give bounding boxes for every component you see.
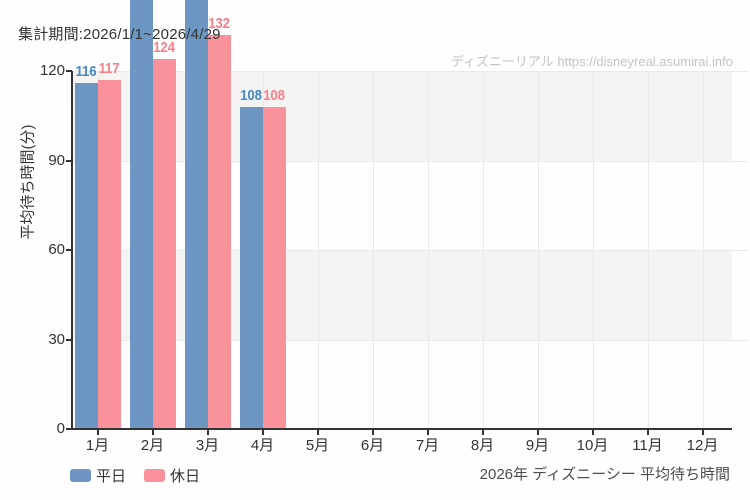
y-tick-label-0: 0 — [56, 420, 65, 437]
y-tick — [66, 249, 72, 251]
x-tick — [151, 429, 154, 435]
legend-label-weekday: 平日 — [96, 468, 127, 485]
chart-title: 集計期間:2026/1/1~2026/4/29 — [18, 26, 221, 43]
x-tick-label-9: 9月 — [525, 437, 550, 454]
x-tick-label-11: 11月 — [632, 437, 663, 454]
bar-label-weekday-4: 108 — [240, 86, 262, 104]
bar-holiday-2[interactable] — [152, 59, 176, 428]
y-tick-label-30: 30 — [48, 330, 65, 348]
bar-label-holiday-1: 117 — [98, 59, 120, 77]
y-tick-label-60: 60 — [48, 241, 65, 258]
gridline-vertical — [372, 71, 374, 429]
bar-weekday-2[interactable] — [129, 0, 153, 428]
x-axis-line — [71, 428, 732, 430]
bar-holiday-1[interactable] — [97, 79, 121, 428]
gridline-vertical — [482, 71, 484, 429]
legend-item-weekday[interactable]: 平日 — [70, 465, 126, 486]
gridline-horizontal — [72, 160, 748, 162]
gridline-horizontal — [72, 339, 748, 341]
footer-caption: 2026年 ディズニーシー 平均待ち時間 — [479, 466, 730, 483]
x-tick — [646, 429, 649, 435]
x-tick — [701, 429, 704, 435]
legend-swatch-weekday — [70, 469, 91, 482]
bar-label-holiday-2: 124 — [153, 39, 175, 57]
x-tick — [591, 429, 594, 435]
x-tick — [261, 429, 264, 435]
x-tick-label-2: 2月 — [140, 437, 165, 454]
plot-band-gray — [72, 250, 732, 340]
gridline-horizontal — [72, 71, 748, 72]
y-tick-label-90: 90 — [48, 151, 65, 169]
x-tick — [206, 429, 209, 435]
legend: 平日 休日 — [70, 465, 200, 486]
plot-band-gray — [72, 71, 732, 161]
x-tick-label-3: 3月 — [195, 437, 220, 454]
x-tick-label-8: 8月 — [470, 437, 495, 454]
y-tick — [66, 159, 72, 162]
x-tick-label-4: 4月 — [250, 437, 275, 454]
bar-label-holiday-4: 108 — [263, 86, 285, 104]
y-tick — [66, 428, 72, 430]
legend-swatch-holiday — [144, 469, 166, 482]
x-tick — [96, 429, 99, 435]
bar-weekday-4[interactable] — [239, 106, 263, 428]
x-tick — [371, 429, 374, 435]
gridline-vertical — [592, 71, 594, 429]
x-tick — [316, 429, 319, 435]
x-tick — [536, 429, 539, 435]
x-tick-label-5: 5月 — [305, 437, 330, 454]
bar-weekday-1[interactable] — [74, 82, 98, 428]
bar-weekday-3[interactable] — [184, 0, 208, 428]
y-tick-label-120: 120 — [39, 62, 65, 79]
y-axis-line — [71, 71, 73, 429]
y-axis-title: 平均待ち時間(分) — [19, 124, 37, 240]
x-tick — [426, 429, 429, 435]
legend-label-holiday: 休日 — [170, 468, 201, 485]
gridline-vertical — [317, 71, 319, 429]
y-tick — [66, 70, 72, 72]
gridline-vertical — [537, 71, 539, 429]
y-tick — [66, 338, 72, 341]
gridline-horizontal — [72, 250, 748, 251]
x-tick-label-12: 12月 — [686, 437, 719, 454]
bar-label-weekday-1: 116 — [75, 62, 97, 80]
gridline-vertical — [427, 71, 429, 429]
bar-label-holiday-3: 132 — [208, 15, 230, 33]
x-tick-label-1: 1月 — [85, 437, 110, 454]
x-tick-label-7: 7月 — [415, 437, 440, 454]
watermark-text: ディズニーリアル https://disneyreal.asumirai.inf… — [450, 54, 733, 69]
legend-item-holiday[interactable]: 休日 — [144, 465, 200, 486]
gridline-vertical — [647, 71, 649, 429]
bar-holiday-4[interactable] — [262, 106, 286, 428]
x-tick-label-6: 6月 — [360, 437, 385, 454]
bar-holiday-3[interactable] — [207, 35, 231, 428]
x-tick — [481, 429, 484, 435]
x-tick-label-10: 10月 — [576, 437, 609, 454]
gridline-vertical — [702, 71, 704, 429]
